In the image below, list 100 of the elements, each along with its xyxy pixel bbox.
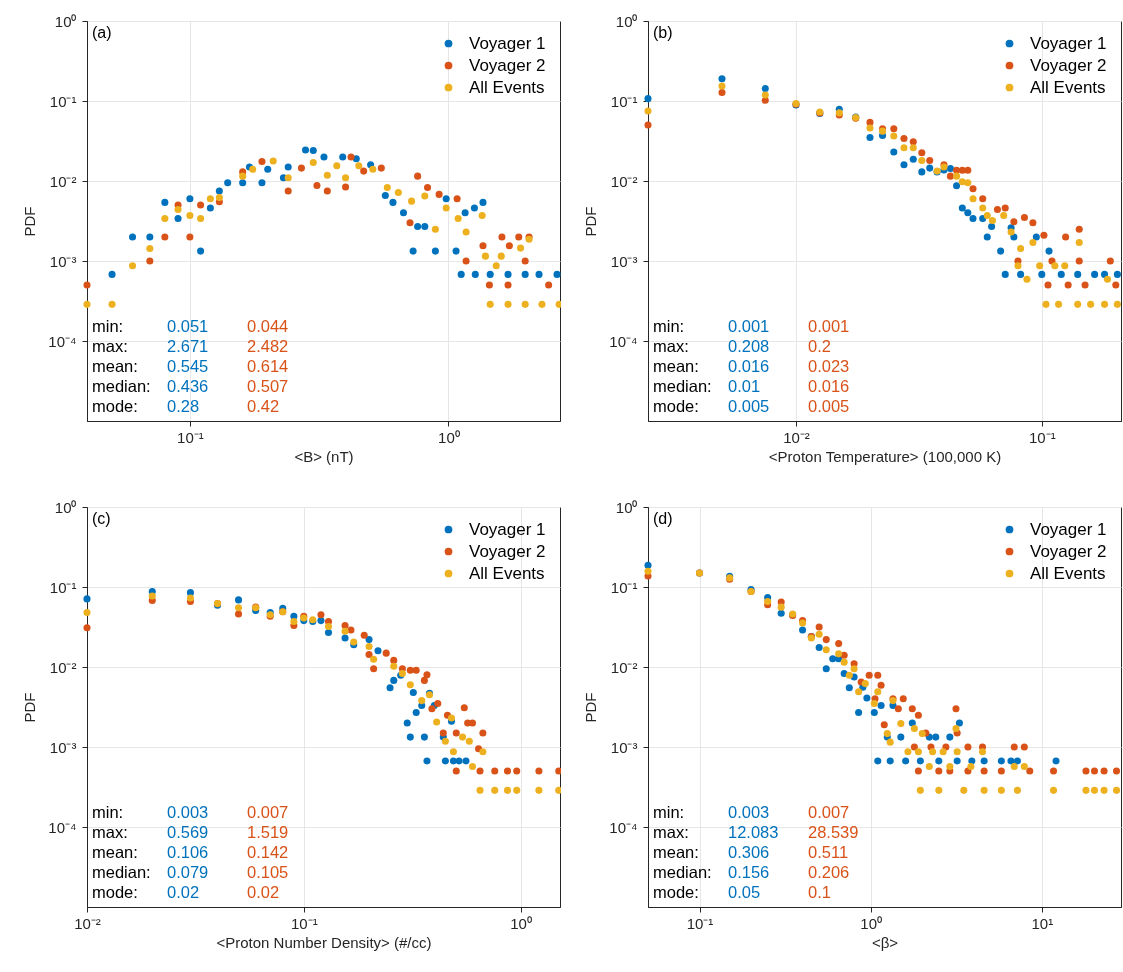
y-tick-label: 10⁻² [49, 658, 77, 676]
annotation: 0.023 [808, 357, 850, 375]
annotation: min: [92, 317, 124, 335]
x-tick-label: 10⁻¹ [1028, 428, 1056, 446]
annotation: 0.208 [728, 337, 770, 355]
annotation: 0.044 [247, 317, 289, 335]
y-tick-label: 10⁻³ [610, 252, 638, 270]
legend-label: Voyager 1 [1030, 33, 1107, 53]
annotation: max: [92, 823, 128, 841]
legend-label: All Events [469, 77, 545, 97]
y-tick-label: 10⁻⁴ [609, 332, 638, 350]
annotation: 0.545 [167, 357, 209, 375]
annotation: 1.519 [247, 823, 289, 841]
annotation: 0.005 [728, 397, 770, 415]
legend-label: Voyager 1 [469, 519, 546, 539]
annotation: 0.2 [808, 337, 831, 355]
annotation: 0.079 [167, 863, 209, 881]
legend-label: Voyager 1 [1030, 519, 1107, 539]
annotation: mean: [92, 357, 138, 375]
legend-label: All Events [1030, 563, 1106, 583]
annotation: 0.42 [247, 397, 280, 415]
y-tick-label: 10⁻⁴ [48, 332, 77, 350]
x-tick-label: 10⁻¹ [686, 914, 714, 932]
y-axis-title: PDF [582, 206, 600, 237]
x-tick-label: 10⁰ [860, 914, 883, 932]
y-tick-label: 10⁰ [615, 498, 638, 516]
y-axis-title: PDF [21, 206, 39, 237]
annotation: 0.007 [808, 803, 850, 821]
annotation: 0.507 [247, 377, 289, 395]
x-axis-title: <Proton Number Density> (#/cc) [216, 933, 432, 951]
annotation: 0.142 [247, 843, 289, 861]
annotation: min: [92, 803, 124, 821]
annotation: mode: [653, 883, 699, 901]
annotation: 0.306 [728, 843, 770, 861]
x-tick-label: 10⁻² [783, 428, 810, 446]
annotation: mean: [92, 843, 138, 861]
x-tick-label: 10⁰ [438, 428, 460, 446]
x-axis-title: <B> (nT) [294, 447, 354, 465]
y-tick-label: 10⁻⁴ [48, 818, 77, 836]
y-tick-label: 10⁻³ [49, 738, 77, 756]
annotation: median: [92, 377, 151, 395]
x-axis-title: <Proton Temperature> (100,000 K) [768, 447, 1002, 465]
annotation: 0.003 [167, 803, 209, 821]
legend-label: Voyager 1 [469, 33, 546, 53]
annotation: 0.156 [728, 863, 770, 881]
x-axis-title: <β> [871, 933, 899, 951]
annotation: 0.05 [728, 883, 761, 901]
annotation: 0.105 [247, 863, 289, 881]
annotation: 0.016 [808, 377, 850, 395]
annotation: 2.482 [247, 337, 289, 355]
annotation: median: [653, 863, 712, 881]
annotation: (d) [653, 510, 673, 527]
annotation: median: [653, 377, 712, 395]
legend-label: Voyager 2 [1030, 541, 1107, 561]
annotation: 0.28 [167, 397, 200, 415]
y-tick-label: 10⁻¹ [49, 92, 77, 110]
annotation: 0.007 [247, 803, 289, 821]
y-tick-label: 10⁻³ [49, 252, 77, 270]
annotation: 28.539 [808, 823, 859, 841]
annotation: 0.1 [808, 883, 831, 901]
y-tick-label: 10⁻¹ [610, 92, 638, 110]
y-tick-label: 10⁻³ [610, 738, 638, 756]
x-tick-label: 10⁻² [74, 914, 101, 932]
annotation: 0.02 [247, 883, 280, 901]
annotation: 0.016 [728, 357, 770, 375]
x-tick-label: 10¹ [1031, 914, 1054, 932]
y-axis-title: PDF [582, 692, 600, 723]
annotation: 0.614 [247, 357, 289, 375]
annotation: 0.003 [728, 803, 770, 821]
y-tick-label: 10⁻² [49, 172, 77, 190]
annotation: (a) [92, 24, 112, 41]
annotation: 0.001 [728, 317, 770, 335]
annotation: median: [92, 863, 151, 881]
y-tick-label: 10⁻² [610, 658, 638, 676]
annotation: mode: [92, 397, 138, 415]
legend-label: Voyager 2 [469, 55, 546, 75]
annotation: 0.206 [808, 863, 850, 881]
annotation: min: [653, 803, 685, 821]
y-tick-label: 10⁻¹ [49, 578, 77, 596]
y-tick-label: 10⁰ [54, 498, 77, 516]
y-axis-title: PDF [21, 692, 39, 723]
annotation: 12.083 [728, 823, 779, 841]
annotation: mean: [653, 357, 699, 375]
annotation: 0.001 [808, 317, 850, 335]
annotation: 0.106 [167, 843, 209, 861]
annotation: 0.511 [808, 843, 849, 861]
annotation: 0.02 [167, 883, 200, 901]
annotation: 0.436 [167, 377, 209, 395]
y-tick-label: 10⁻² [610, 172, 638, 190]
annotation: 2.671 [167, 337, 209, 355]
annotation: max: [653, 823, 689, 841]
annotation: min: [653, 317, 685, 335]
x-tick-label: 10⁻¹ [177, 428, 204, 446]
annotation: (b) [653, 24, 673, 41]
y-tick-label: 10⁰ [54, 12, 77, 30]
y-tick-label: 10⁻¹ [610, 578, 638, 596]
annotation: (c) [92, 510, 111, 527]
annotation: 0.01 [728, 377, 761, 395]
legend-label: All Events [469, 563, 545, 583]
legend-label: Voyager 2 [1030, 55, 1107, 75]
